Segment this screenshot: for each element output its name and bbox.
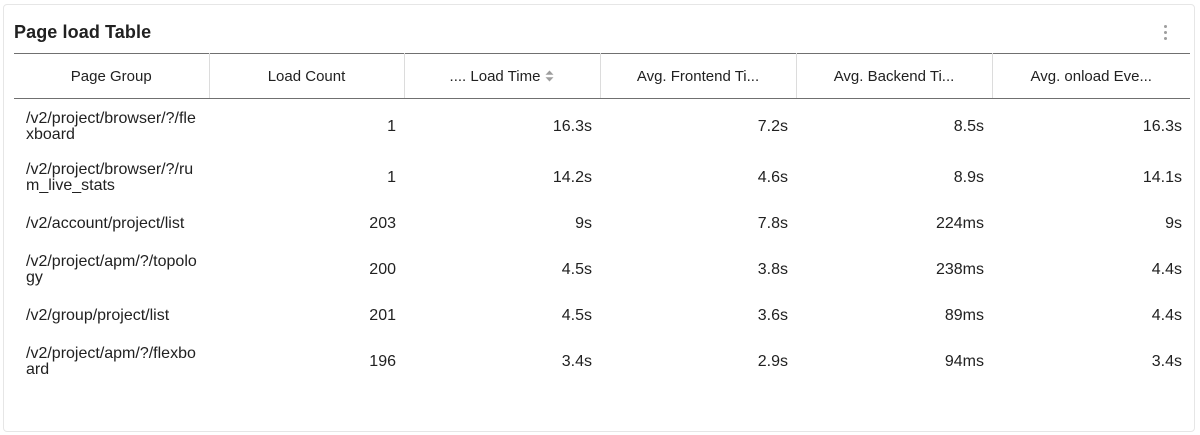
cell-avg-onload: 14.1s xyxy=(1142,168,1182,186)
cell-avg-frontend: 4.6s xyxy=(757,168,788,186)
cell-avg-onload: 16.3s xyxy=(1142,117,1182,135)
column-header-avg-frontend[interactable]: Avg. Frontend Ti... xyxy=(600,53,797,99)
cell-load-time: 14.2s xyxy=(552,168,592,186)
cell-avg-backend: 94ms xyxy=(944,352,984,370)
cell-avg-onload: 4.4s xyxy=(1151,260,1182,278)
table-row[interactable]: /v2/group/project/list 201 4.5s 3.6s 89m… xyxy=(14,293,1190,339)
cell-load-time: 4.5s xyxy=(561,306,592,324)
column-header-label: .... Load Time xyxy=(449,67,541,85)
cell-avg-backend: 224ms xyxy=(935,214,984,232)
cell-avg-frontend: 3.8s xyxy=(757,260,788,278)
cell-avg-backend: 8.5s xyxy=(953,117,984,135)
table-header-row: Page Group Load Count .... Load Time Avg… xyxy=(14,53,1190,99)
cell-avg-onload: 4.4s xyxy=(1151,306,1182,324)
cell-load-time: 9s xyxy=(575,214,592,232)
cell-avg-onload: 3.4s xyxy=(1151,352,1182,370)
column-header-label: Avg. onload Eve... xyxy=(1030,67,1152,85)
column-header-label: Page Group xyxy=(70,67,152,85)
cell-avg-backend: 89ms xyxy=(944,306,984,324)
widget-title: Page load Table xyxy=(14,22,152,42)
page-load-table: Page Group Load Count .... Load Time Avg… xyxy=(14,53,1190,385)
cell-avg-frontend: 2.9s xyxy=(757,352,788,370)
table-row[interactable]: /v2/project/apm/?/flexboard 196 3.4s 2.9… xyxy=(14,339,1190,385)
column-header-load-time[interactable]: .... Load Time xyxy=(404,53,601,99)
cell-avg-onload: 9s xyxy=(1165,214,1182,232)
cell-avg-backend: 238ms xyxy=(935,260,984,278)
table-body: /v2/project/browser/?/flexboard 1 16.3s … xyxy=(14,99,1190,385)
widget-header: Page load Table xyxy=(4,5,1194,53)
cell-load-time: 16.3s xyxy=(552,117,592,135)
cell-load-count: 200 xyxy=(369,260,396,278)
cell-page-group: /v2/project/browser/?/flexboard xyxy=(26,109,196,143)
cell-page-group: /v2/project/apm/?/topology xyxy=(26,252,197,286)
table-header: Page Group Load Count .... Load Time Avg… xyxy=(14,53,1190,99)
cell-load-time: 3.4s xyxy=(561,352,592,370)
cell-avg-frontend: 3.6s xyxy=(757,306,788,324)
cell-page-group: /v2/account/project/list xyxy=(26,214,185,232)
table-row[interactable]: /v2/account/project/list 203 9s 7.8s 224… xyxy=(14,201,1190,247)
column-header-avg-backend[interactable]: Avg. Backend Ti... xyxy=(796,53,993,99)
cell-avg-frontend: 7.8s xyxy=(757,214,788,232)
cell-avg-backend: 8.9s xyxy=(953,168,984,186)
cell-load-count: 1 xyxy=(387,117,396,135)
cell-load-count: 203 xyxy=(369,214,396,232)
sort-arrows-icon[interactable] xyxy=(545,70,554,82)
cell-load-count: 196 xyxy=(369,352,396,370)
cell-load-count: 1 xyxy=(387,168,396,186)
cell-avg-frontend: 7.2s xyxy=(757,117,788,135)
column-header-page-group[interactable]: Page Group xyxy=(14,53,210,99)
cell-page-group: /v2/group/project/list xyxy=(26,306,170,324)
column-header-label: Avg. Frontend Ti... xyxy=(636,67,760,85)
table-row[interactable]: /v2/project/apm/?/topology 200 4.5s 3.8s… xyxy=(14,247,1190,293)
cell-page-group: /v2/project/browser/?/rum_live_stats xyxy=(26,160,194,194)
cell-page-group: /v2/project/apm/?/flexboard xyxy=(26,344,196,378)
cell-load-time: 4.5s xyxy=(561,260,592,278)
table-row[interactable]: /v2/project/browser/?/flexboard 1 16.3s … xyxy=(14,99,1190,155)
column-header-label: Avg. Backend Ti... xyxy=(833,67,955,85)
kebab-vertical-icon[interactable] xyxy=(1160,23,1170,43)
table-row[interactable]: /v2/project/browser/?/rum_live_stats 1 1… xyxy=(14,155,1190,201)
column-header-load-count[interactable]: Load Count xyxy=(209,53,405,99)
page-load-table-widget: Page load Table Page Group Load Count ..… xyxy=(3,4,1195,432)
cell-load-count: 201 xyxy=(369,306,396,324)
column-header-label: Load Count xyxy=(267,67,346,85)
column-header-avg-onload[interactable]: Avg. onload Eve... xyxy=(992,53,1190,99)
